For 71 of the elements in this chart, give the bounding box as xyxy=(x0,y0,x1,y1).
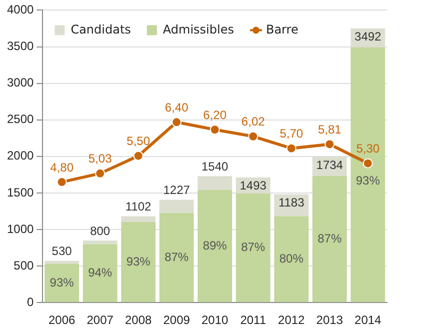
data-label: 530 xyxy=(52,244,72,258)
point xyxy=(248,131,258,142)
bar xyxy=(159,212,194,302)
point xyxy=(172,117,182,128)
legend-label: Barre xyxy=(266,22,298,36)
point xyxy=(95,168,106,178)
point xyxy=(56,177,67,188)
data-label: 3492 xyxy=(354,30,382,44)
bar xyxy=(198,190,232,302)
bar xyxy=(44,260,80,264)
legend-label: Admissibles xyxy=(162,22,234,36)
point xyxy=(286,143,296,154)
annotation: 89% xyxy=(202,238,228,252)
y-tick-label: 3000 xyxy=(6,76,34,90)
data-label: 6,20 xyxy=(203,108,227,122)
bar xyxy=(82,240,118,244)
bar xyxy=(121,216,156,222)
data-label: 1734 xyxy=(316,158,344,172)
data-label: 5,81 xyxy=(318,122,342,137)
y-tick-label: 2000 xyxy=(6,148,34,163)
y-tick-label: 0 xyxy=(27,294,34,309)
annotation: 87% xyxy=(164,250,189,264)
y-tick-label: 1500 xyxy=(6,185,34,200)
data-label: 1102 xyxy=(125,200,152,214)
y-tick-label: 500 xyxy=(14,258,34,272)
point xyxy=(362,158,373,168)
bar xyxy=(236,193,270,302)
annotation: 87% xyxy=(318,231,342,246)
annotation: 80% xyxy=(279,251,304,266)
point xyxy=(324,139,335,150)
bar xyxy=(274,216,309,302)
y-tick-label: 2500 xyxy=(6,112,34,126)
bar xyxy=(121,222,156,302)
x-tick-label: 2014 xyxy=(354,313,382,328)
y-tick-label: 3500 xyxy=(6,39,34,54)
data-label: 6,02 xyxy=(241,114,266,129)
x-tick-label: 2011 xyxy=(240,313,266,328)
x-tick-label: 2013 xyxy=(316,313,344,328)
bar xyxy=(198,176,232,190)
x-tick-label: 2009 xyxy=(163,313,190,328)
legend-label: Candidats xyxy=(70,22,131,36)
annotation: 94% xyxy=(88,265,112,280)
data-label: 800 xyxy=(90,224,110,238)
point xyxy=(133,150,144,161)
x-tick-label: 2012 xyxy=(278,313,306,328)
bar xyxy=(44,264,80,302)
bar xyxy=(350,47,386,302)
data-label: 5,03 xyxy=(88,152,112,166)
data-label: 5,30 xyxy=(356,142,380,156)
x-tick-label: 2008 xyxy=(124,313,152,328)
data-label: 1493 xyxy=(240,178,267,193)
bar xyxy=(312,176,347,302)
y-tick-label: 4000 xyxy=(6,2,34,17)
data-label: 6,40 xyxy=(164,100,189,114)
annotation: 93% xyxy=(50,275,74,290)
annotation: 93% xyxy=(126,254,151,268)
data-label: 4,80 xyxy=(50,160,74,174)
data-label: 5,70 xyxy=(280,126,304,141)
bar xyxy=(82,244,118,302)
data-label: 5,50 xyxy=(126,134,150,148)
data-label: 1227 xyxy=(163,183,190,198)
data-label: 1540 xyxy=(201,159,229,174)
annotation: 87% xyxy=(241,240,266,254)
x-tick-label: 2007 xyxy=(86,313,114,328)
data-label: 1183 xyxy=(278,196,305,210)
x-tick-label: 2010 xyxy=(201,313,229,328)
annotation: 93% xyxy=(356,174,380,188)
point xyxy=(210,124,220,135)
x-tick-label: 2006 xyxy=(48,313,76,328)
bar xyxy=(159,200,194,213)
y-tick-label: 1000 xyxy=(6,222,34,236)
